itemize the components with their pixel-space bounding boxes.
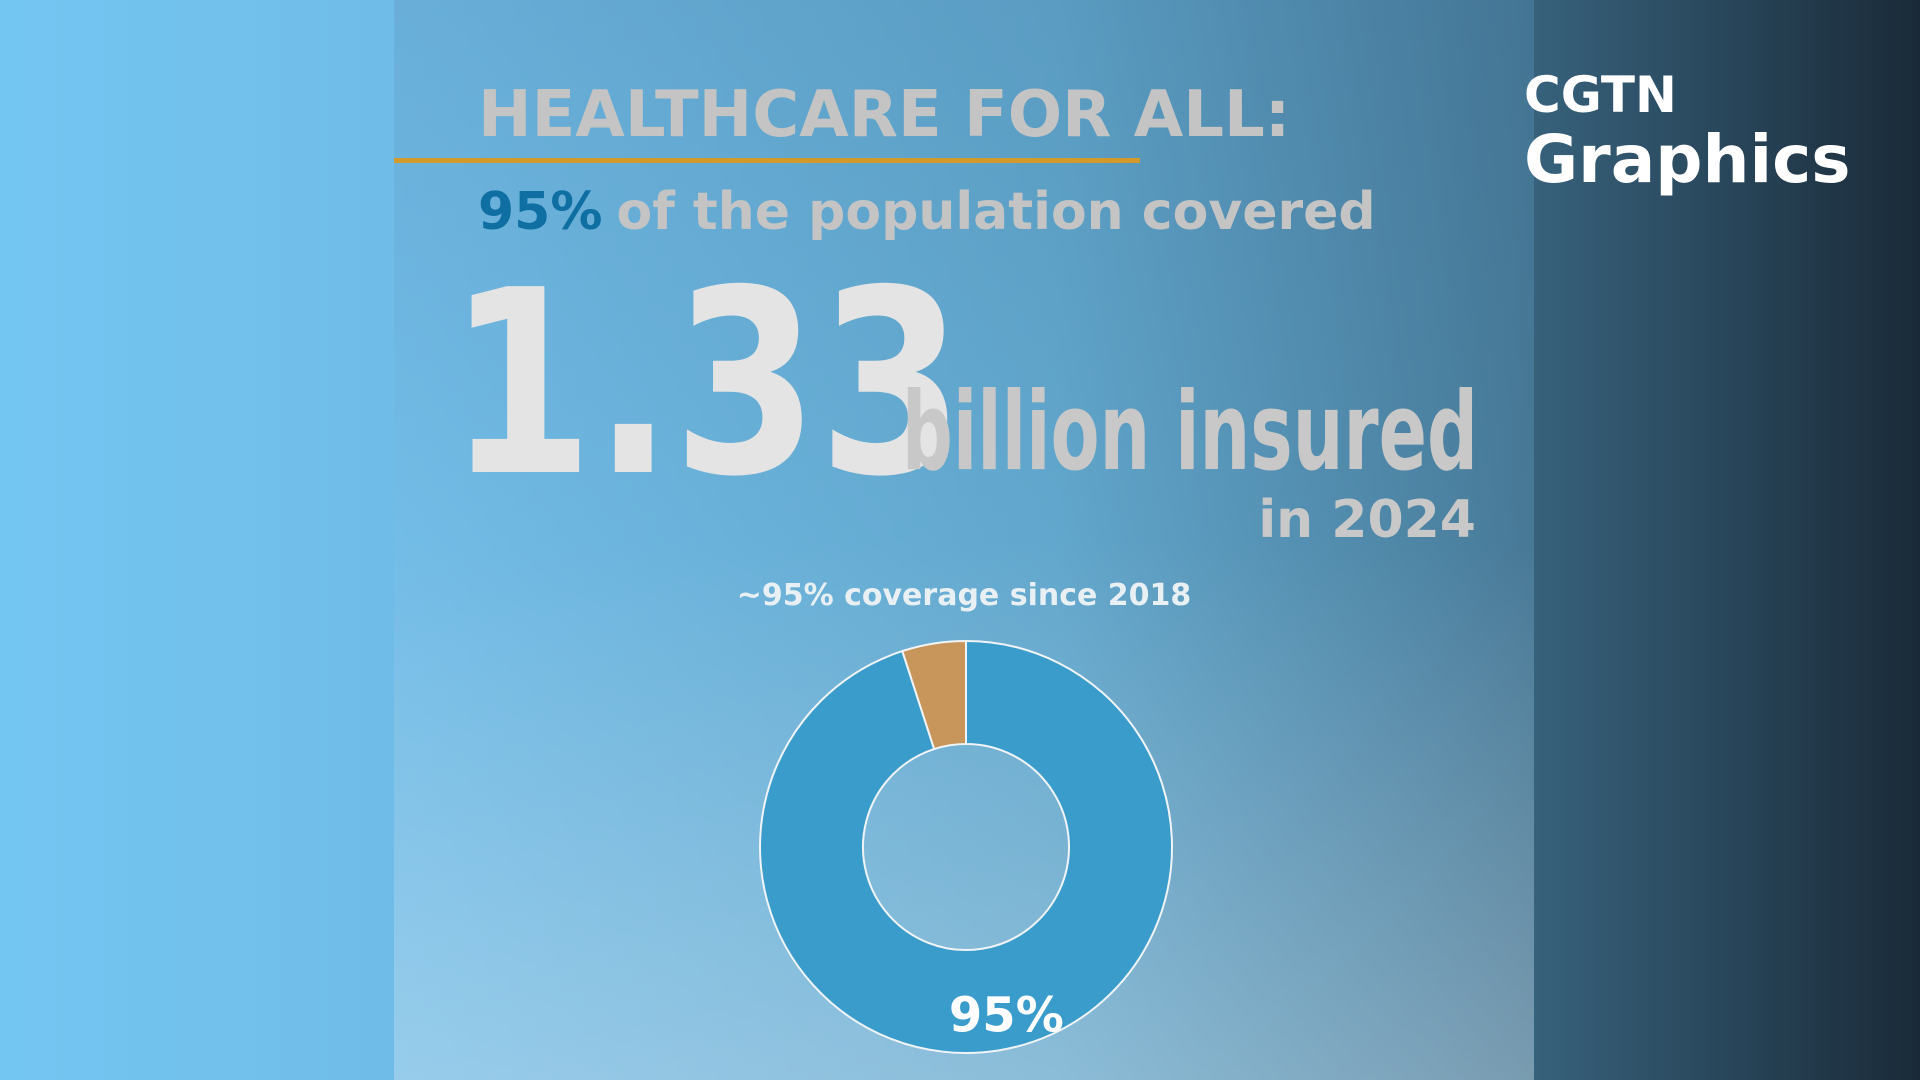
chart-title: ~95% coverage since 2018: [737, 578, 1192, 613]
donut-slice: [759, 639, 1173, 1054]
logo-bottom: Graphics: [1524, 121, 1851, 198]
value-label: 95%: [949, 987, 1064, 1043]
donut-slice: [901, 639, 967, 751]
logo-top: CGTN: [1524, 66, 1677, 124]
title: HEALTHCARE FOR ALL:: [478, 78, 1290, 152]
big-unit: billion insured: [902, 369, 1478, 495]
background-panel: [394, 0, 1534, 1080]
subtitle: 95% of the population covered: [478, 182, 1376, 242]
subtitle-rest: of the population covered: [616, 182, 1375, 242]
highlight: 95%: [478, 182, 602, 242]
year-note: in 2024: [1258, 490, 1476, 550]
title-underline: [394, 158, 1140, 163]
big-number: 1.33: [448, 236, 964, 532]
